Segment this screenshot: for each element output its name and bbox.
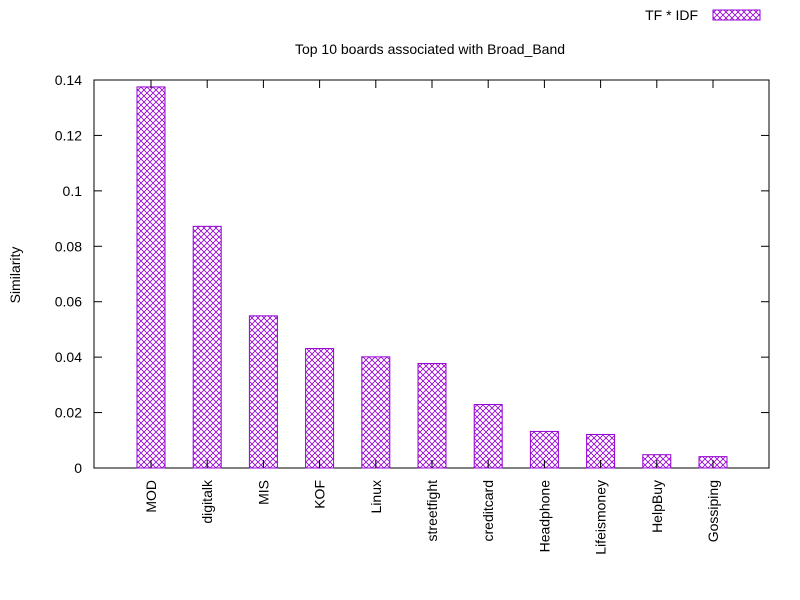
y-tick-label: 0.08 (55, 238, 82, 254)
x-tick-label: creditcard (480, 480, 496, 541)
bar-digitalk (192, 225, 222, 469)
x-tick-label: Headphone (536, 480, 552, 553)
y-tick-label: 0.1 (63, 183, 83, 199)
bar-mis (248, 315, 278, 469)
bars (136, 86, 728, 469)
legend: TF * IDF (645, 7, 761, 23)
x-tick-label: digitalk (199, 479, 215, 524)
x-tick-label: Lifeismoney (593, 480, 609, 555)
x-axis: MOD digitalk MIS KOF Linux streetfight creditc… (143, 80, 721, 555)
x-tick-label: MIS (255, 480, 271, 505)
y-tick-label: 0.12 (55, 127, 82, 143)
y-axis-label: Similarity (7, 247, 23, 304)
y-tick-label: 0 (74, 460, 82, 476)
y-tick-label: 0.06 (55, 294, 82, 310)
x-tick-label: streetfight (424, 480, 440, 542)
y-axis: 0 0.02 0.04 0.06 0.08 0.1 0.12 0.14 (55, 72, 769, 476)
x-tick-label: KOF (312, 480, 328, 509)
x-tick-label: HelpBuy (649, 480, 665, 533)
y-tick-label: 0.04 (55, 349, 82, 365)
x-tick-label: Linux (368, 480, 384, 513)
y-tick-label: 0.02 (55, 405, 82, 421)
bar-creditcard (473, 404, 503, 469)
bar-linux (361, 356, 391, 469)
x-tick-label: Gossiping (705, 480, 721, 542)
x-tick-label: MOD (143, 480, 159, 513)
legend-swatch (712, 9, 761, 21)
bar-mod (136, 86, 166, 469)
legend-label: TF * IDF (645, 7, 698, 23)
bar-streetfight (417, 363, 447, 469)
chart-title: Top 10 boards associated with Broad_Band (295, 41, 565, 57)
bar-kof (305, 348, 335, 469)
y-tick-label: 0.14 (55, 72, 82, 88)
